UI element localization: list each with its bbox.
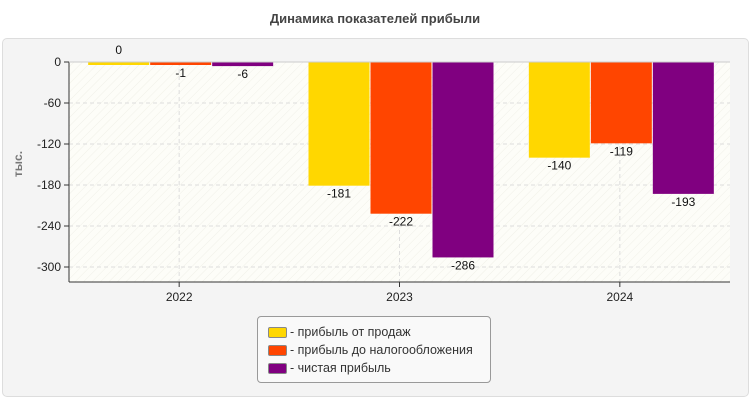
x-tick-label: 2023 bbox=[386, 290, 413, 304]
bar bbox=[528, 62, 590, 158]
y-tick-label: -120 bbox=[37, 137, 61, 151]
data-label: -6 bbox=[237, 67, 248, 81]
legend-swatch bbox=[268, 326, 287, 338]
legend-label: - прибыль от продаж bbox=[290, 325, 411, 339]
chart-title: Динамика показателей прибыли bbox=[269, 11, 481, 26]
data-label: -119 bbox=[610, 144, 633, 158]
x-tick-label: 2022 bbox=[166, 290, 193, 304]
y-tick-label: -240 bbox=[37, 219, 61, 233]
bar bbox=[88, 62, 150, 65]
legend-item: - чистая прибыль bbox=[268, 360, 391, 376]
bar bbox=[432, 62, 494, 258]
legend-label: - прибыль до налогообложения bbox=[290, 343, 473, 357]
legend: - прибыль от продаж - прибыль до налогооб… bbox=[257, 316, 491, 383]
y-tick-label: 0 bbox=[54, 55, 61, 69]
data-label: -1 bbox=[175, 66, 186, 80]
data-label: -222 bbox=[389, 215, 413, 229]
bar bbox=[308, 62, 370, 186]
bar bbox=[150, 62, 212, 65]
bar bbox=[212, 62, 274, 67]
legend-swatch bbox=[268, 362, 287, 374]
data-label: -286 bbox=[451, 258, 475, 272]
data-label: 0 bbox=[115, 43, 122, 57]
legend-swatch bbox=[268, 344, 287, 356]
x-tick-label: 2024 bbox=[606, 290, 633, 304]
legend-item: - прибыль от продаж bbox=[268, 324, 411, 340]
y-tick-label: -60 bbox=[44, 96, 62, 110]
data-label: -193 bbox=[671, 195, 695, 209]
bar bbox=[370, 62, 432, 214]
y-tick-label: -180 bbox=[37, 178, 61, 192]
legend-label: - чистая прибыль bbox=[290, 361, 391, 375]
bar bbox=[590, 62, 652, 144]
data-label: -140 bbox=[547, 159, 571, 173]
data-label: -181 bbox=[327, 187, 351, 201]
legend-item: - прибыль до налогообложения bbox=[268, 342, 473, 358]
bar bbox=[652, 62, 714, 194]
y-axis-label: тыс. bbox=[11, 151, 25, 177]
y-tick-label: -300 bbox=[37, 260, 61, 274]
